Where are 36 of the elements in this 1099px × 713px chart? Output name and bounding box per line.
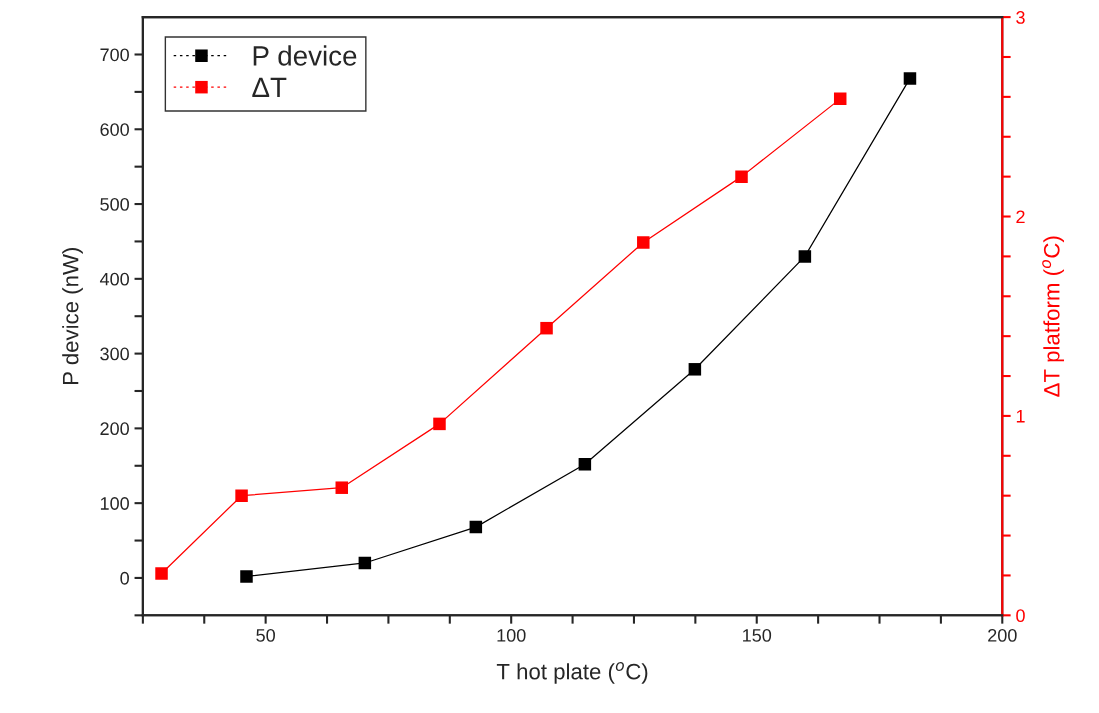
point bbox=[358, 556, 372, 570]
point bbox=[637, 236, 650, 249]
y2-tick-label: 0 bbox=[1016, 609, 1025, 623]
y2-axis-title: ΔT platform ($^{o}$C) bbox=[1042, 236, 1065, 397]
x-axis-title: T hot plate ($^{o}$C) bbox=[496, 662, 648, 684]
y-tick-label: 500 bbox=[100, 197, 129, 211]
point bbox=[433, 417, 446, 431]
y2-tick-label: 3 bbox=[1016, 11, 1025, 24]
point bbox=[833, 92, 847, 106]
point bbox=[240, 570, 253, 583]
point bbox=[688, 363, 702, 376]
y-tick-label: 200 bbox=[100, 422, 129, 436]
point bbox=[540, 321, 553, 335]
x-tick-label: 150 bbox=[743, 628, 772, 642]
x-tick-label: 100 bbox=[497, 628, 526, 642]
point bbox=[335, 481, 349, 494]
y-tick-label: 300 bbox=[100, 347, 129, 361]
legend-label: P device bbox=[253, 45, 357, 66]
y-tick-label: 400 bbox=[99, 272, 129, 286]
point bbox=[235, 489, 248, 502]
y-tick-label: 0 bbox=[120, 571, 129, 585]
y2-tick-label: 1 bbox=[1016, 410, 1025, 423]
legend-label: ΔT bbox=[252, 77, 287, 97]
y2-tick-label: 2 bbox=[1016, 210, 1025, 224]
y-tick-label: 100 bbox=[100, 497, 129, 510]
y-axis-title: P device (nW) bbox=[62, 248, 83, 384]
y-tick-label: 600 bbox=[100, 123, 129, 136]
point bbox=[578, 458, 592, 471]
x-tick-label: 200 bbox=[988, 628, 1017, 642]
y-tick-label: 700 bbox=[100, 48, 129, 62]
x-tick-label: 50 bbox=[256, 628, 275, 642]
point bbox=[735, 170, 748, 183]
point bbox=[155, 567, 168, 580]
point bbox=[903, 72, 917, 85]
point bbox=[798, 250, 812, 263]
point bbox=[469, 520, 483, 534]
